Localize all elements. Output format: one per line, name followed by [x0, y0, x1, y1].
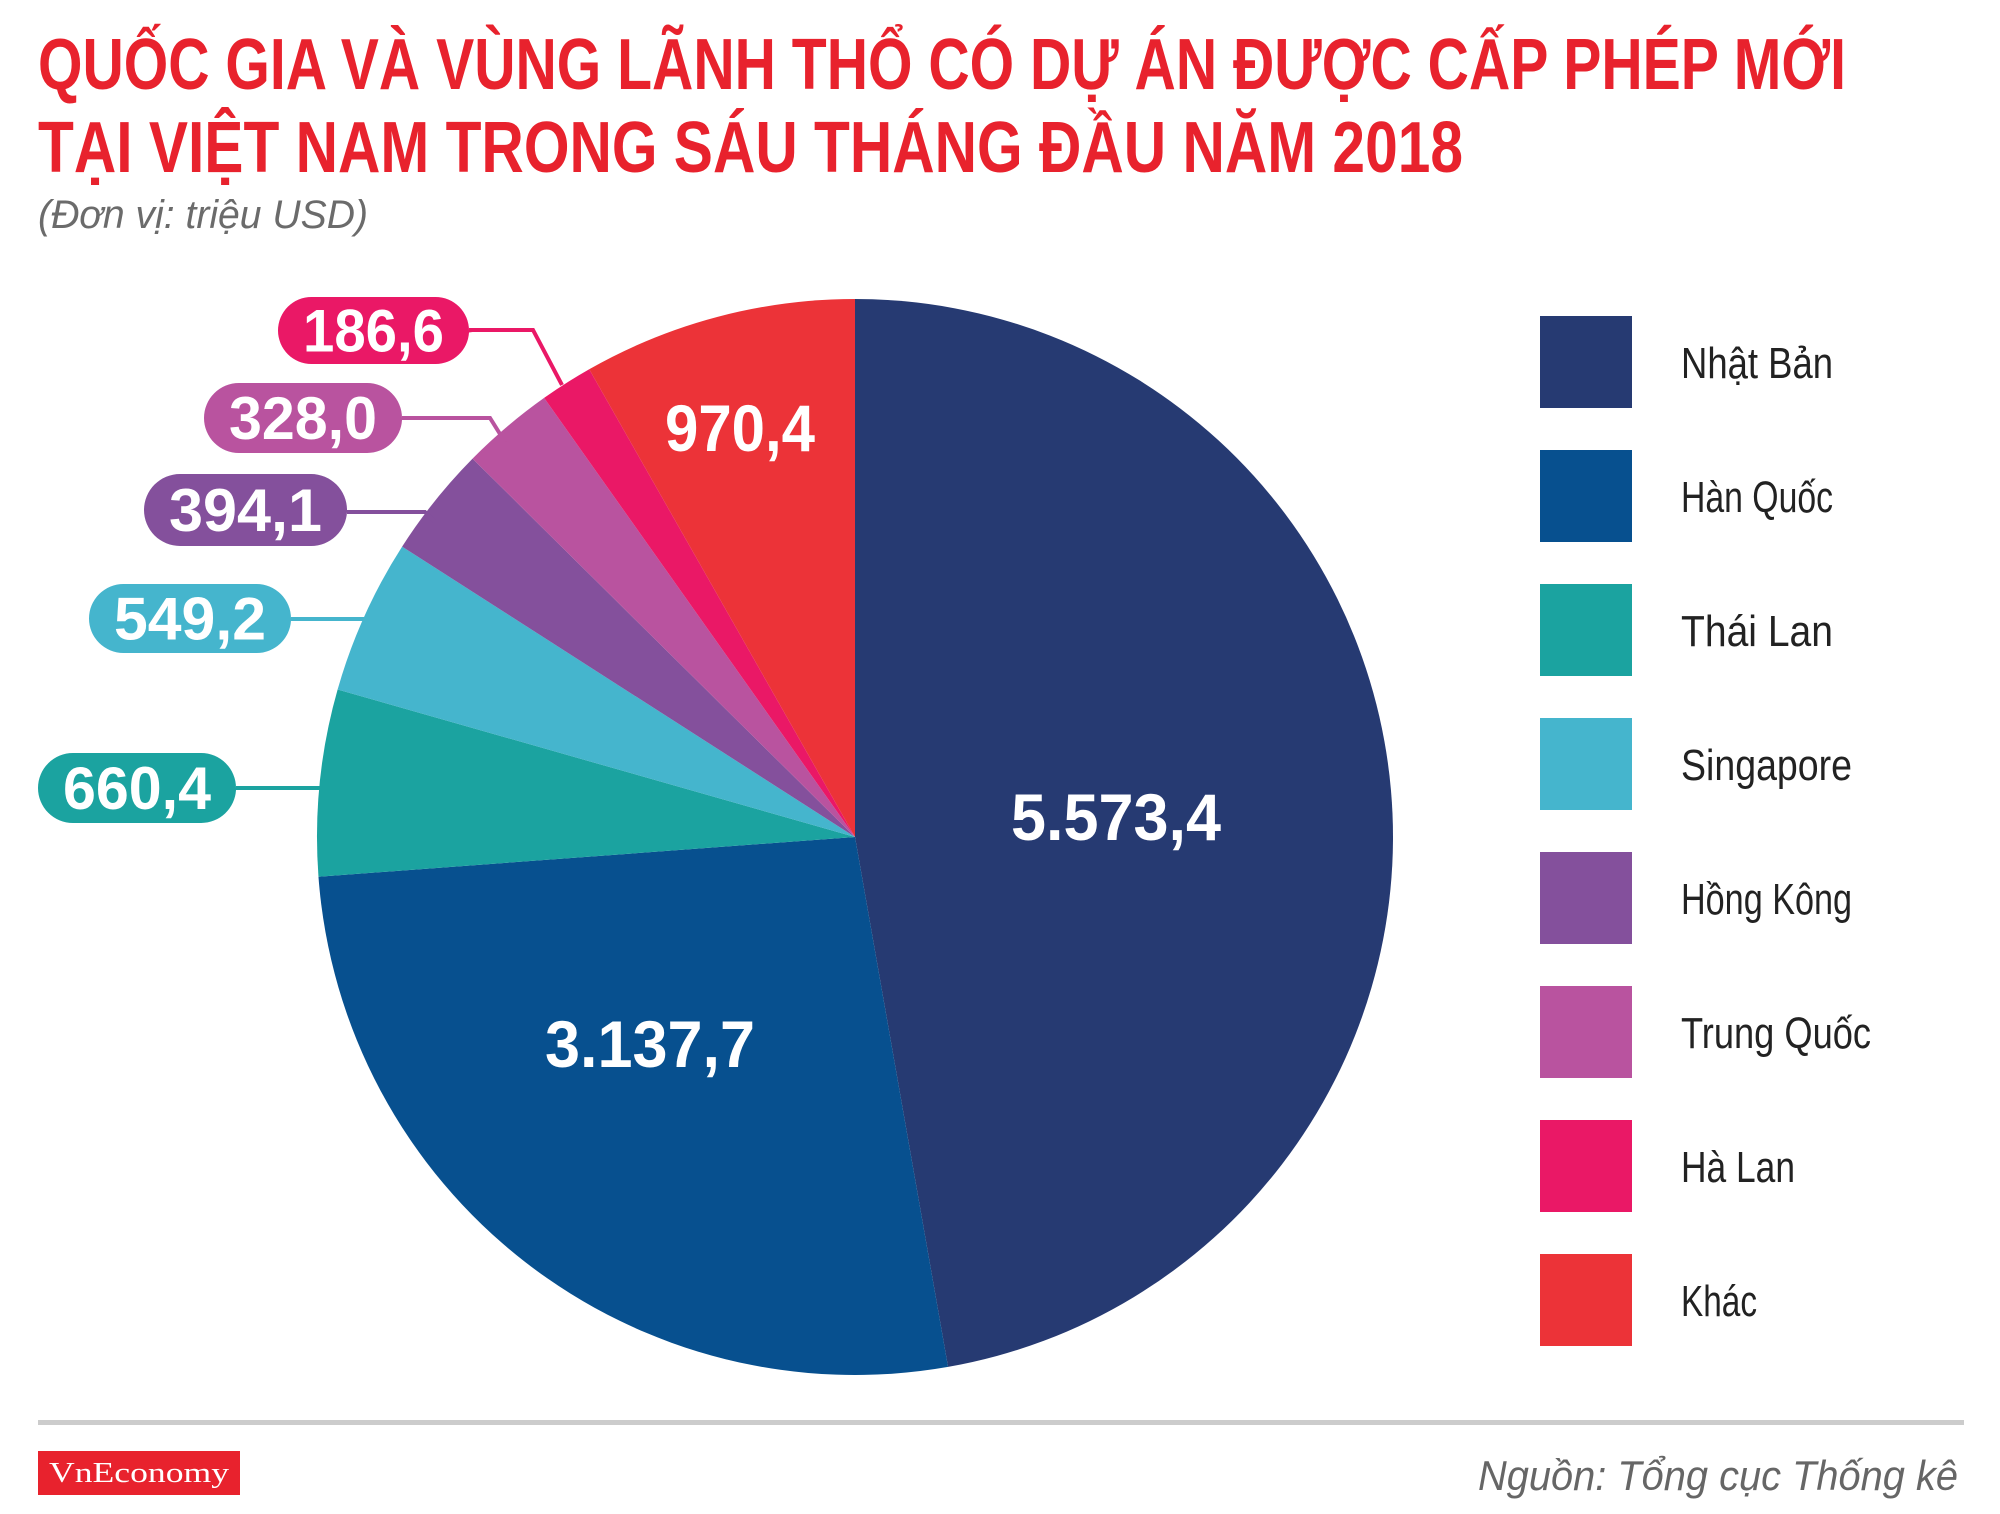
data-label: 970,4 [665, 391, 815, 465]
legend-item: Trung Quốc [1540, 986, 1871, 1078]
callout-pill [204, 383, 416, 454]
legend-item: Hàn Quốc [1540, 450, 1833, 542]
legend-item: Thái Lan [1540, 584, 1833, 676]
legend-swatch [1540, 718, 1632, 810]
subtitle-unit: (Đơn vị: triệu USD) [38, 193, 368, 237]
legend-label: Thái Lan [1681, 607, 1833, 656]
source-note: Nguồn: Tổng cục Thống kê [1478, 1452, 1958, 1499]
callout-pill [278, 296, 483, 365]
legend-label: Khác [1681, 1277, 1757, 1326]
callout-pill [144, 474, 361, 546]
svg-text:VnEconomy: VnEconomy [49, 1458, 229, 1489]
data-label: 660,4 [63, 755, 212, 822]
legend-swatch [1540, 1120, 1632, 1212]
pie-slice-5 [402, 458, 855, 837]
leader-line [469, 328, 564, 386]
legend: Nhật Bản Hàn Quốc Thái Lan Singapore Hồng Kô… [1540, 316, 1871, 1346]
legend-item: Hà Lan [1540, 1120, 1795, 1212]
pie-slice-6 [472, 397, 855, 837]
leader-line [402, 416, 507, 444]
leader-line [347, 510, 437, 524]
legend-label: Trung Quốc [1681, 1009, 1871, 1058]
data-label: 5.573,4 [1011, 780, 1221, 854]
data-label: 549,2 [114, 586, 266, 653]
pie-slice-8 [589, 299, 855, 837]
title-line-2: TẠI VIỆT NAM TRONG SÁU THÁNG ĐẦU NĂM 201… [38, 107, 1463, 188]
divider [38, 1420, 1964, 1425]
legend-swatch [1540, 584, 1632, 676]
legend-swatch [1540, 316, 1632, 408]
data-label: 394,1 [169, 477, 322, 544]
callout-pill [89, 584, 305, 654]
callout-pill [38, 753, 250, 823]
legend-swatch [1540, 986, 1632, 1078]
data-label: 3.137,7 [545, 1007, 755, 1081]
pie-slice-2 [318, 837, 949, 1376]
data-label: 328,0 [229, 385, 377, 452]
pie-slice-4 [337, 546, 855, 837]
legend-label: Nhật Bản [1681, 339, 1833, 388]
legend-label: Hồng Kông [1681, 875, 1852, 924]
vneconomy-logo: VnEconomy [38, 1451, 240, 1495]
pie-slice-7 [544, 369, 855, 837]
pie-slice-3 [317, 689, 855, 877]
legend-swatch [1540, 852, 1632, 944]
data-label: 186,6 [303, 298, 444, 365]
title-line-1: QUỐC GIA VÀ VÙNG LÃNH THỔ CÓ DỰ ÁN ĐƯỢC … [38, 23, 1846, 105]
legend-label: Hàn Quốc [1681, 473, 1833, 522]
legend-item: Hồng Kông [1540, 852, 1852, 944]
legend-label: Singapore [1681, 741, 1852, 790]
pie-chart: 5.573,4 3.137,7 970,4 [317, 299, 1394, 1376]
legend-swatch [1540, 1254, 1632, 1346]
callout-labels: 660,4 549,2 394,1 328,0 186,6 [38, 296, 564, 823]
pie-slice-1 [855, 299, 1394, 1367]
legend-item: Khác [1540, 1254, 1757, 1346]
legend-item: Nhật Bản [1540, 316, 1833, 408]
legend-label: Hà Lan [1681, 1143, 1795, 1192]
legend-item: Singapore [1540, 718, 1852, 810]
legend-swatch [1540, 450, 1632, 542]
